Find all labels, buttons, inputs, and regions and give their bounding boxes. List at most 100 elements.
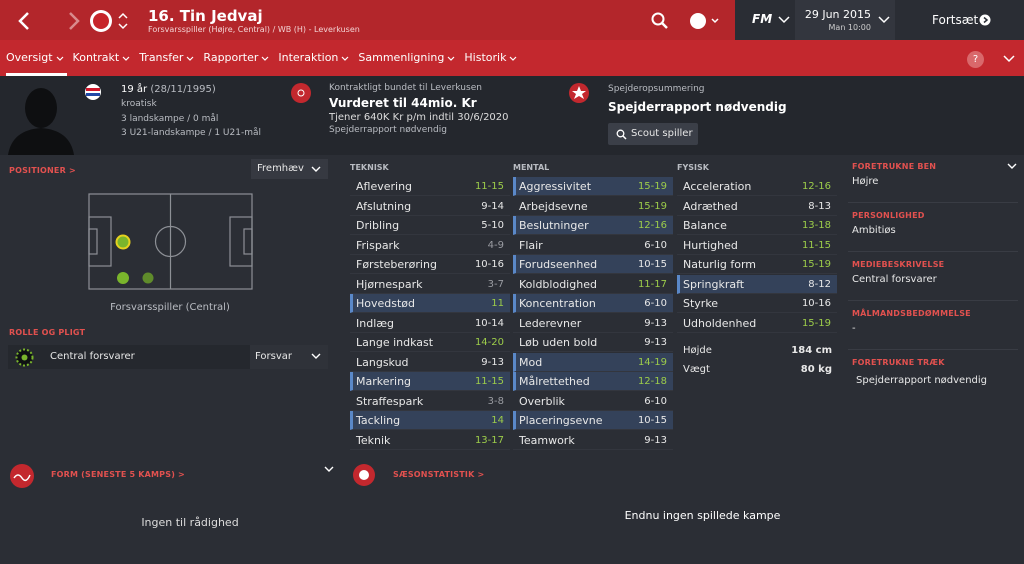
attribute-row[interactable]: Adræthed 8-13 bbox=[677, 197, 837, 216]
nav-arrows[interactable] bbox=[14, 10, 84, 32]
attribute-value: 12-18 bbox=[637, 376, 667, 387]
attribute-row[interactable]: Forudseenhed 10-15 bbox=[513, 255, 673, 274]
attribute-value: 12-16 bbox=[637, 220, 667, 231]
continue-button[interactable]: Fortsæt bbox=[932, 13, 979, 27]
attribute-value: 9-13 bbox=[644, 434, 667, 446]
physique-label: Vægt bbox=[683, 363, 710, 375]
nav-tab[interactable]: Interaktion bbox=[278, 51, 339, 64]
attribute-name: Beslutninger bbox=[519, 219, 589, 232]
form-chevron[interactable] bbox=[324, 466, 334, 474]
season-title[interactable]: SÆSONSTATISTIK > bbox=[393, 470, 485, 479]
caps: 3 landskampe / 0 mål bbox=[121, 114, 219, 124]
nav-tab[interactable]: Kontrakt bbox=[72, 51, 120, 64]
attribute-row[interactable]: Beslutninger 12-16 bbox=[513, 216, 673, 235]
attribute-value: 14-20 bbox=[474, 337, 504, 348]
continue-icon bbox=[979, 14, 991, 26]
attribute-value: 12-16 bbox=[801, 181, 831, 192]
attribute-row[interactable]: Acceleration 12-16 bbox=[677, 177, 837, 196]
tab-chevron bbox=[510, 56, 517, 61]
info-value: Ambitiøs bbox=[852, 225, 896, 236]
attribute-name: Placeringsevne bbox=[519, 414, 603, 427]
highlight-dropdown[interactable]: Fremhæv bbox=[251, 159, 328, 179]
attribute-row[interactable]: Mod 14-19 bbox=[513, 352, 673, 372]
attribute-name: Styrke bbox=[683, 297, 719, 310]
attribute-value: 6-10 bbox=[644, 395, 667, 407]
attribute-row[interactable]: Overblik 6-10 bbox=[513, 392, 673, 411]
nav-tab[interactable]: Oversigt bbox=[6, 40, 67, 76]
attribute-row[interactable]: Lange indkast 14-20 bbox=[350, 333, 510, 352]
positions-title[interactable]: POSITIONER > bbox=[9, 166, 76, 175]
attribute-name: Overblik bbox=[519, 394, 565, 408]
attribute-row[interactable]: Hovedstød 11 bbox=[350, 294, 510, 313]
attribute-row[interactable]: Lederevner 9-13 bbox=[513, 314, 673, 333]
help-button[interactable]: ? bbox=[967, 51, 984, 68]
tab-chevron bbox=[261, 56, 269, 61]
attribute-row[interactable]: Balance 13-18 bbox=[677, 216, 837, 235]
attribute-row[interactable]: Koldblodighed 11-17 bbox=[513, 275, 673, 294]
attribute-name: Hjørnespark bbox=[356, 277, 423, 291]
attribute-row[interactable]: Arbejdsevne 15-19 bbox=[513, 197, 673, 216]
attribute-row[interactable]: Tackling 14 bbox=[350, 411, 510, 430]
nav-tab[interactable]: Rapporter bbox=[203, 51, 259, 64]
attribute-row[interactable]: Straffespark 3-8 bbox=[350, 392, 510, 411]
scout-button[interactable]: Scout spiller bbox=[608, 123, 698, 145]
attribute-name: Udholdenhed bbox=[683, 316, 757, 330]
attribute-row[interactable]: Teamwork 9-13 bbox=[513, 431, 673, 450]
attribute-row[interactable]: Afslutning 9-14 bbox=[350, 197, 510, 216]
club-badge[interactable] bbox=[89, 8, 131, 34]
age-value: 19 år bbox=[121, 84, 148, 95]
attribute-row[interactable]: Dribling 5-10 bbox=[350, 216, 510, 235]
scout-icon bbox=[569, 83, 589, 103]
fm-logo[interactable]: FM bbox=[752, 12, 773, 26]
attribute-row[interactable]: Indlæg 10-14 bbox=[350, 314, 510, 333]
attribute-group-title: TEKNISK bbox=[350, 163, 389, 172]
attribute-value: 10-14 bbox=[474, 317, 504, 329]
attribute-row[interactable]: Frispark 4-9 bbox=[350, 236, 510, 255]
date-box[interactable] bbox=[795, 0, 895, 40]
attribute-row[interactable]: Løb uden bold 9-13 bbox=[513, 333, 673, 352]
attribute-name: Adræthed bbox=[683, 199, 738, 213]
info-title: MÅLMANDSBEDØMMELSE bbox=[852, 309, 971, 318]
attribute-row[interactable]: Langskud 9-13 bbox=[350, 353, 510, 372]
attribute-row[interactable]: Førsteberøring 10-16 bbox=[350, 255, 510, 274]
attribute-row[interactable]: Placeringsevne 10-15 bbox=[513, 411, 673, 430]
attribute-row[interactable]: Koncentration 6-10 bbox=[513, 294, 673, 313]
date: 29 Jun 2015 bbox=[804, 8, 871, 21]
attribute-value: 11-15 bbox=[474, 181, 504, 192]
fm-chevron bbox=[778, 16, 790, 24]
attribute-name: Hurtighed bbox=[683, 238, 738, 252]
nav-tab[interactable]: Historik bbox=[464, 51, 507, 64]
form-title[interactable]: FORM (SENESTE 5 KAMPS) > bbox=[51, 470, 185, 479]
nav-tab[interactable]: Transfer bbox=[139, 51, 184, 64]
attribute-name: Teamwork bbox=[519, 433, 575, 447]
attribute-row[interactable]: Aggressivitet 15-19 bbox=[513, 177, 673, 196]
info-title: PERSONLIGHED bbox=[852, 211, 925, 220]
nav-tab[interactable]: Sammenligning bbox=[358, 51, 445, 64]
info-title: MEDIEBESKRIVELSE bbox=[852, 260, 945, 269]
attribute-name: Førsteberøring bbox=[356, 258, 437, 271]
attribute-row[interactable]: Hurtighed 11-15 bbox=[677, 236, 837, 255]
attribute-row[interactable]: Hjørnespark 3-7 bbox=[350, 275, 510, 294]
profile-strip bbox=[0, 76, 1024, 155]
info-chevron[interactable] bbox=[1007, 163, 1017, 171]
attribute-row[interactable]: Springkraft 8-12 bbox=[677, 274, 837, 294]
attribute-row[interactable]: Målrettethed 12-18 bbox=[513, 372, 673, 391]
search-world-icons[interactable] bbox=[650, 11, 722, 31]
attribute-row[interactable]: Teknik 13-17 bbox=[350, 431, 510, 450]
attribute-row[interactable]: Naturlig form 15-19 bbox=[677, 255, 837, 274]
attribute-row[interactable]: Styrke 10-16 bbox=[677, 294, 837, 313]
attribute-row[interactable]: Aflevering 11-15 bbox=[350, 177, 510, 196]
age: 19 år (28/11/1995) bbox=[121, 84, 216, 95]
attribute-row[interactable]: Markering 11-15 bbox=[350, 372, 510, 391]
attribute-row[interactable]: Flair 6-10 bbox=[513, 236, 673, 255]
tab-chevron bbox=[341, 56, 349, 61]
attribute-value: 14 bbox=[491, 415, 504, 426]
nav-chevron[interactable] bbox=[1003, 54, 1015, 64]
attribute-row[interactable]: Udholdenhed 15-19 bbox=[677, 314, 837, 333]
attribute-value: 15-19 bbox=[637, 181, 667, 192]
attribute-name: Dribling bbox=[356, 219, 400, 232]
attribute-value: 10-15 bbox=[637, 259, 667, 270]
attribute-name: Forudseenhed bbox=[519, 258, 598, 271]
